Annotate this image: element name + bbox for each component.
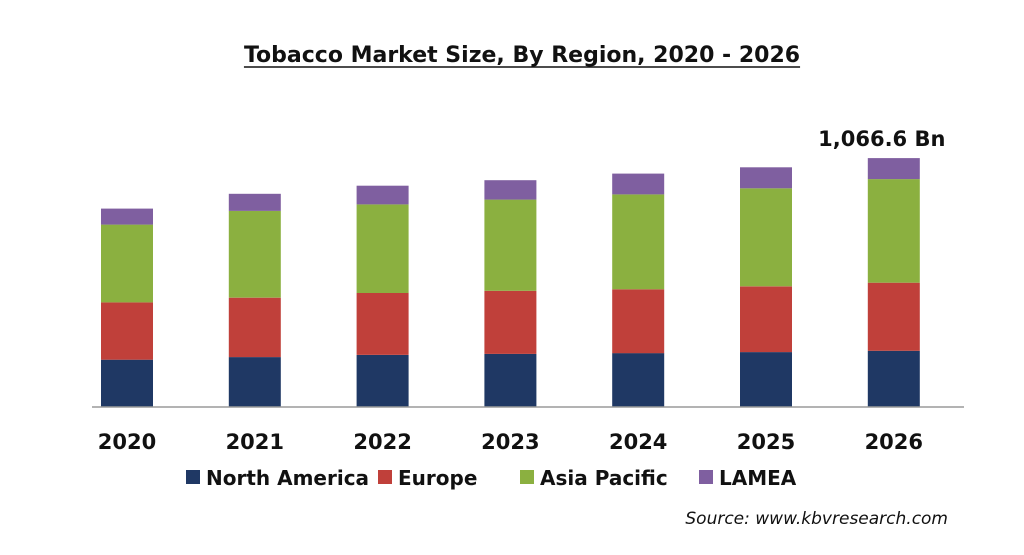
bar-lamea-2022: [356, 185, 409, 205]
bar-asia-pacific-2021: [228, 210, 281, 298]
bars-layer: [101, 158, 920, 407]
bar-north-america-2025: [740, 352, 792, 407]
legend-label-lamea: LAMEA: [719, 466, 797, 490]
bar-europe-2024: [612, 289, 665, 354]
legend-label-north-america: North America: [206, 466, 369, 490]
bar-north-america-2023: [484, 353, 537, 407]
legend-swatch-europe: [378, 470, 392, 484]
bar-asia-pacific-2026: [867, 179, 920, 283]
legend-label-asia-pacific: Asia Pacific: [540, 466, 668, 490]
bar-asia-pacific-2025: [740, 188, 792, 287]
x-tick-label-2020: 2020: [98, 430, 156, 454]
legend-swatch-north-america: [186, 470, 200, 484]
legend: North America Europe Asia Pacific LAMEA: [186, 466, 797, 490]
bar-lamea-2024: [612, 173, 665, 195]
bar-lamea-2025: [740, 167, 792, 189]
x-tick-label-2021: 2021: [226, 430, 284, 454]
x-tick-label-2026: 2026: [865, 430, 923, 454]
bar-lamea-2021: [228, 193, 281, 211]
bar-europe-2025: [740, 286, 792, 353]
chart-title: Tobacco Market Size, By Region, 2020 - 2…: [244, 43, 800, 68]
bar-europe-2026: [867, 282, 920, 351]
bar-lamea-2026: [867, 158, 920, 180]
bar-asia-pacific-2020: [101, 224, 153, 303]
total-annotation: 1,066.6 Bn: [818, 127, 945, 151]
source-note: Source: www.kbvresearch.com: [685, 509, 948, 529]
x-tick-label-2023: 2023: [481, 430, 539, 454]
bar-europe-2021: [228, 297, 281, 358]
bar-asia-pacific-2022: [356, 204, 409, 293]
bar-north-america-2021: [228, 357, 281, 407]
bar-lamea-2023: [484, 180, 537, 200]
x-axis-tick-labels: 2020 2021 2022 2023 2024 2025 2026: [98, 430, 923, 454]
bar-asia-pacific-2023: [484, 199, 537, 291]
legend-swatch-lamea: [699, 470, 713, 484]
bar-asia-pacific-2024: [612, 194, 665, 290]
bar-north-america-2026: [867, 350, 920, 407]
bar-europe-2023: [484, 290, 537, 354]
bar-north-america-2022: [356, 355, 409, 407]
x-tick-label-2022: 2022: [353, 430, 411, 454]
bar-north-america-2024: [612, 353, 665, 407]
bar-europe-2022: [356, 292, 409, 355]
x-tick-label-2025: 2025: [737, 430, 795, 454]
legend-swatch-asia-pacific: [520, 470, 534, 484]
bar-europe-2020: [101, 302, 153, 360]
bar-north-america-2020: [101, 359, 153, 407]
legend-label-europe: Europe: [398, 466, 477, 490]
bar-lamea-2020: [101, 208, 153, 225]
x-tick-label-2024: 2024: [609, 430, 667, 454]
